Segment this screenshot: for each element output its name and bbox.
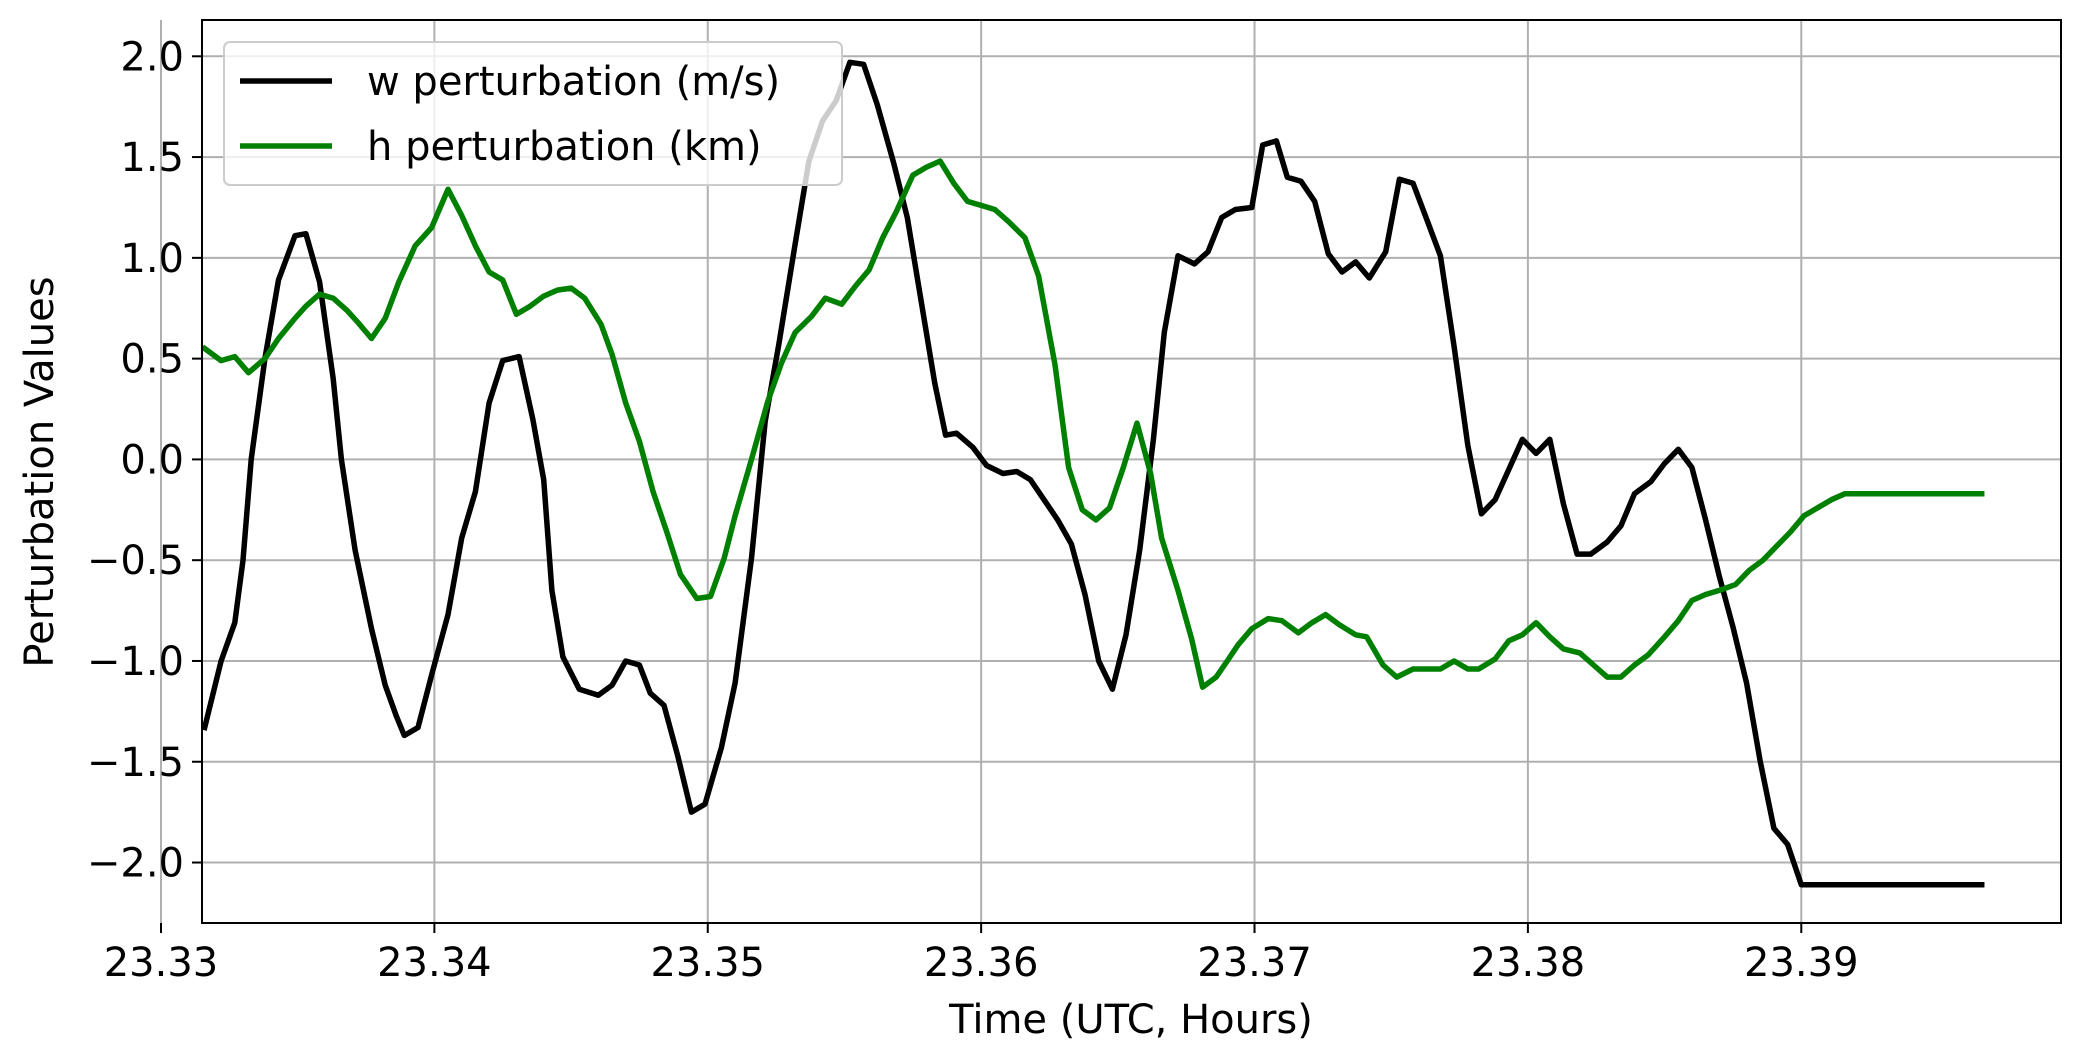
y-tick-label: 1.5 xyxy=(120,135,184,181)
y-tick-label: 1.0 xyxy=(120,236,184,282)
x-tick-label: 23.34 xyxy=(377,940,492,986)
y-tick-label: 0.5 xyxy=(120,337,184,383)
series-lines xyxy=(200,59,1985,888)
x-tick-label: 23.36 xyxy=(924,940,1039,986)
x-axis-ticks: 23.33 23.34 23.35 23.36 23.37 23.38 23.39 xyxy=(104,923,1859,986)
x-tick-label: 23.37 xyxy=(1197,940,1312,986)
y-axis-ticks: 2.0 1.5 1.0 0.5 0.0 −0.5 −1.0 −1.5 −2.0 xyxy=(87,34,202,887)
legend: w perturbation (m/s) h perturbation (km) xyxy=(223,41,843,186)
y-axis-label: Perturbation Values xyxy=(17,276,63,667)
plot-frame xyxy=(201,19,2062,924)
y-tick-label: 2.0 xyxy=(120,34,184,80)
x-tick-label: 23.38 xyxy=(1471,940,1586,986)
series-line-1 xyxy=(200,158,1985,690)
y-tick-label: −2.0 xyxy=(87,841,184,887)
x-tick-label: 23.39 xyxy=(1744,940,1859,986)
y-tick-label: −1.0 xyxy=(87,639,184,685)
legend-box xyxy=(223,41,843,186)
y-tick-label: 0.0 xyxy=(120,437,184,483)
x-tick-label: 23.35 xyxy=(650,940,765,986)
y-tick-label: −1.5 xyxy=(87,740,184,786)
legend-label-1: h perturbation (km) xyxy=(367,124,762,170)
x-tick-label: 23.33 xyxy=(104,940,219,986)
x-axis-label: Time (UTC, Hours) xyxy=(948,997,1313,1043)
legend-label-0: w perturbation (m/s) xyxy=(367,59,780,105)
y-tick-label: −0.5 xyxy=(87,538,184,584)
series-line-0 xyxy=(201,59,1985,888)
